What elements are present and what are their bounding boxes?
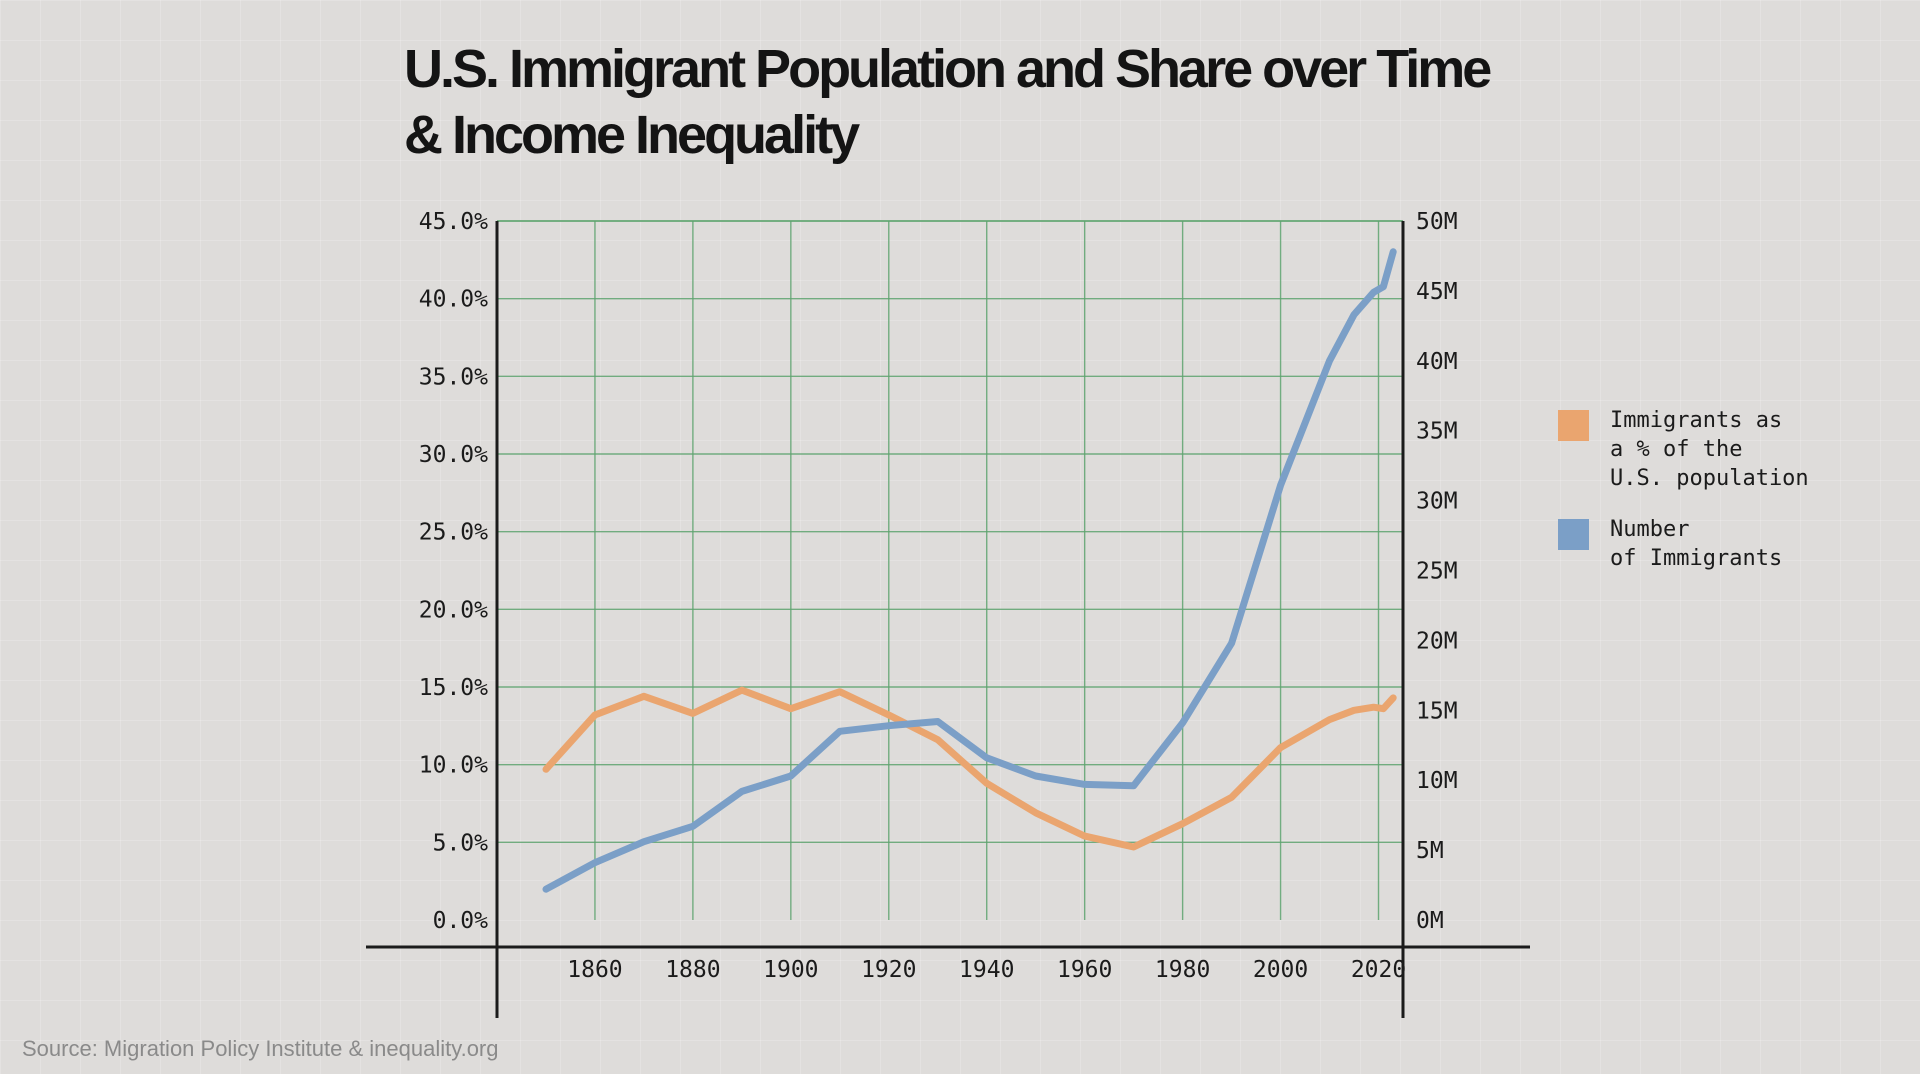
chart-title-line-1: U.S. Immigrant Population and Share over… <box>404 39 1492 99</box>
x-tick-label: 1860 <box>567 957 622 983</box>
y-right-tick-label: 50M <box>1416 209 1458 235</box>
legend-label-number: Number of Immigrants <box>1610 517 1783 571</box>
y-left-tick-label: 0.0% <box>433 908 489 934</box>
legend-item-number: Number of Immigrants <box>1558 515 1858 573</box>
legend-item-share: Immigrants as a % of the U.S. population <box>1558 406 1858 493</box>
y-left-tick-label: 15.0% <box>419 675 488 701</box>
tick-labels: 0.0% 5.0% 10.0% 15.0% 20.0% 25.0% 30.0% 35.0% 40… <box>419 209 1458 983</box>
y-left-tick-label: 40.0% <box>419 287 488 313</box>
x-tick-label: 1960 <box>1057 957 1112 983</box>
y-right-tick-label: 10M <box>1416 768 1458 794</box>
y-right-tick-label: 25M <box>1416 559 1458 585</box>
series-line-number <box>542 248 1397 893</box>
x-tick-label: 1920 <box>861 957 916 983</box>
series-line-share <box>542 686 1397 851</box>
y-left-tick-label: 30.0% <box>419 442 488 468</box>
chart-grid <box>497 220 1403 920</box>
chart-title-line-2: & Income Inequality <box>404 105 860 165</box>
x-tick-label: 2020 <box>1351 957 1406 983</box>
y-right-tick-label: 40M <box>1416 349 1458 375</box>
chart-series <box>542 248 1397 893</box>
x-tick-label: 1900 <box>763 957 818 983</box>
y-right-tick-label: 30M <box>1416 489 1458 515</box>
y-right-tick-label: 45M <box>1416 279 1458 305</box>
y-right-tick-label: 35M <box>1416 419 1458 445</box>
y-left-tick-label: 25.0% <box>419 520 488 546</box>
y-right-tick-label: 15M <box>1416 698 1458 724</box>
source-note: Source: Migration Policy Institute & ine… <box>22 1036 499 1061</box>
y-left-tick-label: 20.0% <box>419 597 488 623</box>
y-left-tick-label: 45.0% <box>419 209 488 235</box>
legend-swatch-number <box>1558 519 1589 550</box>
x-tick-label: 1980 <box>1155 957 1210 983</box>
x-tick-label: 1880 <box>665 957 720 983</box>
legend-label-share: Immigrants as a % of the U.S. population <box>1610 408 1809 491</box>
y-left-tick-label: 10.0% <box>419 753 488 779</box>
legend-swatch-share <box>1558 410 1589 441</box>
y-left-tick-label: 35.0% <box>419 364 488 390</box>
y-right-tick-label: 0M <box>1416 908 1444 934</box>
chart-legend: Immigrants as a % of the U.S. population… <box>1558 406 1858 573</box>
y-left-tick-label: 5.0% <box>433 830 489 856</box>
y-right-tick-label: 5M <box>1416 838 1444 864</box>
x-tick-label: 1940 <box>959 957 1014 983</box>
chart-axes <box>366 221 1530 1018</box>
x-tick-label: 2000 <box>1253 957 1308 983</box>
y-right-tick-label: 20M <box>1416 628 1458 654</box>
chart-title: U.S. Immigrant Population and Share over… <box>404 36 1604 168</box>
